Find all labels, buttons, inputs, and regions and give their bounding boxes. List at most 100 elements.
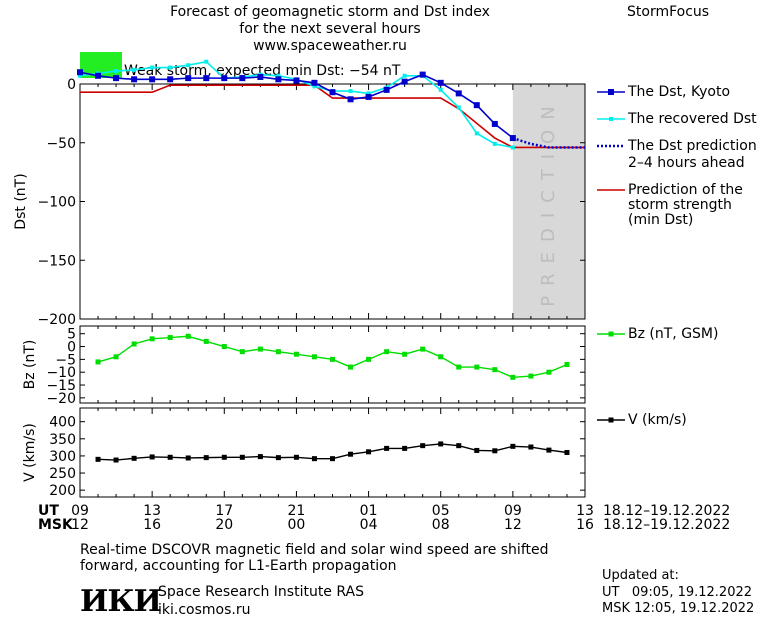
dst-kyoto-point [275,76,282,83]
title-url: www.spaceweather.ru [253,38,407,54]
v-y-tick-label: 350 [49,432,76,448]
dst-kyoto-point [401,78,408,85]
v-point [239,454,245,460]
v-point [311,456,317,462]
bz-point [366,356,372,362]
bz-point [402,351,408,357]
msk-tick-label: 12 [71,517,89,533]
v-point [275,455,281,461]
storm-strength-line [80,84,585,149]
legend-storm-strength-label-1: Prediction of the [628,182,743,198]
institute-site: iki.cosmos.ru [158,602,251,618]
msk-axis-label: MSK [38,517,73,533]
dst-recovered-point [114,69,119,74]
dst-recovered-point [438,87,443,92]
msk-tick-label: 04 [360,517,378,533]
v-point [564,450,570,455]
institute-name: Space Research Institute RAS [158,584,364,600]
dst-kyoto-point [419,71,426,78]
bz-point [456,364,462,370]
v-point [456,443,462,449]
dst-recovered-point [168,65,173,70]
dst-recovered-point [186,63,191,68]
dst-kyoto-point [491,120,498,127]
dst-recovered-point [132,67,137,72]
bz-point [149,336,155,342]
bz-point [474,364,480,370]
bz-point [293,351,299,357]
v-point [492,448,498,454]
dst-recovered-point [366,91,371,96]
dst-recovered-point [150,65,155,70]
dst-recovered-point [276,73,281,78]
dst-kyoto-point [437,79,444,86]
legend-dst-recovered-label: The recovered Dst [628,111,757,127]
v-point [510,443,516,449]
dst-recovered-point [78,73,82,78]
v-point [167,454,173,460]
dst-recovered-point [348,89,353,94]
ut-tick-label: 05 [432,503,450,519]
ut-axis-label: UT [38,503,59,519]
v-point [348,451,354,457]
updated-msk: MSK 12:05, 19.12.2022 [602,601,755,616]
dst-panel-frame [79,83,586,320]
v-point [113,457,119,463]
v-y-tick-label: 200 [49,483,76,499]
dst-kyoto-point [221,75,228,82]
legend-bz-sample-marker [608,331,614,337]
dst-kyoto-point [167,76,174,83]
dst-kyoto-point [113,75,120,82]
dst-kyoto-point [203,75,210,82]
prediction-band-label: PREDICTION [538,96,559,306]
footer-note-line-2: forward, accounting for L1-Earth propaga… [80,558,397,574]
dst-recovered-point [402,73,407,78]
dst-kyoto-point [473,102,480,109]
dst-kyoto-point [149,76,156,83]
dst-recovered-point [204,59,209,64]
v-point [402,445,408,451]
v-point [131,455,137,461]
v-point [95,456,101,462]
bz-point [564,362,570,367]
dst-axis-label: Dst (nT) [13,173,29,229]
dst-recovered-point [510,145,515,150]
v-point [257,454,263,460]
brand-title: StormFocus [627,4,710,20]
dst-kyoto-point [185,75,192,82]
ut-tick-label: 13 [576,503,594,519]
v-point [546,447,552,453]
bz-point [185,333,191,339]
bz-point [438,354,444,360]
dst-recovered-line [79,60,514,149]
legend-dst-prediction-label-2: 2–4 hours ahead [628,155,745,171]
bz-point [221,344,227,350]
msk-date-range: 18.12–19.12.2022 [603,517,731,533]
v-y-tick-label: 400 [49,415,76,431]
msk-tick-label: 16 [576,517,594,533]
bz-y-tick-label: −15 [46,378,76,394]
legend-bz-label: Bz (nT, GSM) [628,326,719,342]
v-point [384,445,390,451]
ut-date-range: 18.12–19.12.2022 [603,503,731,519]
ut-tick-label: 09 [71,503,89,519]
bz-y-tick-label: −20 [46,391,76,407]
bz-point [420,346,426,352]
ut-tick-label: 13 [143,503,161,519]
dst-y-tick-label: 0 [67,77,76,93]
bz-y-tick-label: 0 [67,340,76,356]
bz-point [492,367,498,373]
legend-dst-recovered-sample-marker [609,117,613,121]
bz-point [113,354,119,360]
dst-kyoto-point [95,72,102,79]
v-y-tick-label: 250 [49,466,76,482]
dst-prediction-line [512,136,585,149]
legend-dst-kyoto-label: The Dst, Kyoto [628,84,731,100]
legend-storm-strength-label-2: storm strength [628,197,732,213]
bz-point [95,359,101,365]
bz-point [311,354,317,360]
msk-tick-label: 16 [143,517,161,533]
msk-tick-label: 00 [288,517,306,533]
